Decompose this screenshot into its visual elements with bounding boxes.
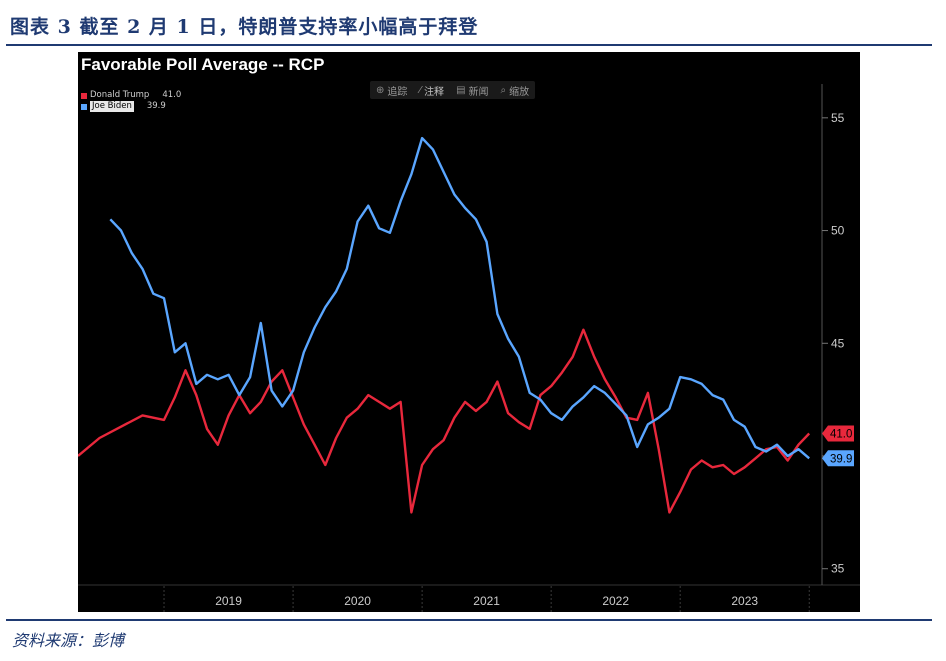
source-divider [6,619,932,621]
tool-annotate[interactable]: ⁄ 注释 [413,81,450,99]
title-divider [6,44,932,46]
zoom-icon: ⌕ [500,84,507,96]
legend-name: Joe Biden [90,101,134,112]
y-axis: 35 45 50 55 [821,84,845,585]
crosshair-icon: ⊕ [376,84,385,96]
tool-zoom-label: 缩放 [509,86,530,98]
tool-track-label: 追踪 [387,86,408,98]
x-tick-label: 2019 [215,594,242,608]
tool-track[interactable]: ⊕ 追踪 [370,81,413,99]
grid-lines [163,586,810,612]
x-tick-label: 2023 [731,594,758,608]
source-note: 资料来源：彭博 [12,631,125,650]
legend-entry-biden[interactable]: Joe Biden 39.9 [81,101,181,112]
y-tick-label: 50 [831,224,845,238]
last-value-text: 41.0 [830,428,852,440]
x-axis: 2019 2020 2021 2022 2023 [78,584,860,608]
last-value-tag [822,425,854,442]
tool-zoom[interactable]: ⌕ 缩放 [495,81,536,99]
chart-title: Favorable Poll Average -- RCP [81,55,324,74]
x-tick-label: 2022 [602,594,629,608]
series-lines [78,136,811,514]
legend-value: 41.0 [162,90,182,100]
tool-annotate-label: 注释 [424,86,445,98]
legend-swatch-trump [81,92,87,99]
last-value-label: 39.9 [822,450,854,467]
last-value-tag [822,450,854,467]
legend-value: 39.9 [146,101,166,111]
chart-panel[interactable]: Favorable Poll Average -- RCP 2019 2020 20… [78,52,860,612]
series-line-donald-trump[interactable] [78,328,811,514]
y-tick-label: 55 [831,111,845,125]
tool-news[interactable]: ▤ 新闻 [450,81,494,99]
series-line-joe-biden[interactable] [109,136,810,460]
last-value-labels: 41.0 39.9 [822,425,854,467]
figure-title: 图表 3 截至 2 月 1 日，特朗普支持率小幅高于拜登 [10,16,479,38]
chart-toolbar: ⊕ 追踪 ⁄ 注释 ▤ 新闻 ⌕ 缩放 [370,81,536,99]
y-tick-label: 45 [831,336,845,350]
chart-legend: Donald Trump 41.0 Joe Biden 39.9 [81,90,181,112]
line-chart[interactable]: Favorable Poll Average -- RCP 2019 2020 20… [78,52,860,612]
tool-news-label: 新闻 [468,86,489,98]
last-value-text: 39.9 [830,453,852,465]
news-icon: ▤ [456,84,466,96]
legend-entry-trump[interactable]: Donald Trump 41.0 [81,90,181,101]
last-value-label: 41.0 [822,425,854,442]
y-tick-label: 35 [831,562,845,576]
x-tick-label: 2020 [344,594,371,608]
annotate-icon: ⁄ [419,84,422,96]
legend-name: Donald Trump [90,90,150,100]
legend-swatch-biden [81,103,87,110]
x-tick-label: 2021 [473,594,500,608]
